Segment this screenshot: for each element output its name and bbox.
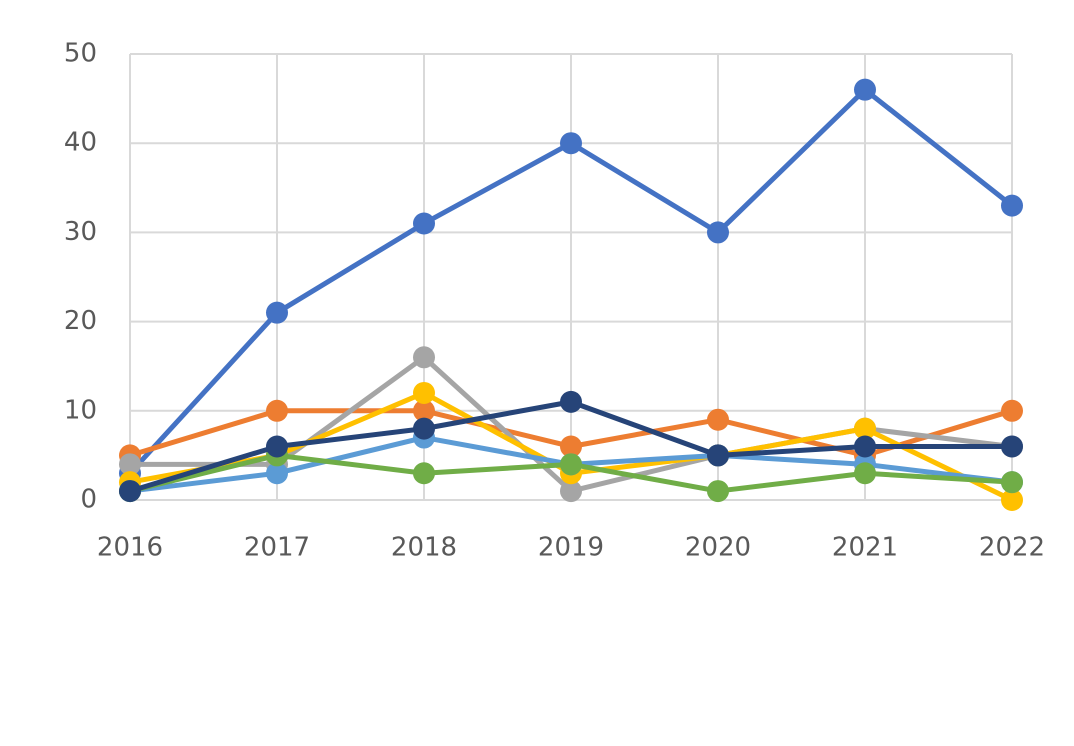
- marker: [266, 301, 288, 324]
- y-tick-label: 20: [64, 306, 97, 336]
- y-tick-label: 40: [64, 128, 97, 158]
- marker: [413, 399, 435, 422]
- marker: [413, 417, 435, 440]
- x-tick-label: 2021: [832, 533, 898, 563]
- marker: [1001, 471, 1023, 494]
- marker: [560, 453, 582, 476]
- y-tick-label: 50: [64, 39, 97, 69]
- x-tick-label: 2022: [979, 533, 1045, 563]
- marker: [413, 346, 435, 369]
- marker: [707, 480, 729, 503]
- x-tick-label: 2019: [538, 533, 604, 563]
- marker: [707, 408, 729, 431]
- marker: [854, 78, 876, 101]
- marker: [707, 444, 729, 467]
- marker: [560, 480, 582, 503]
- y-tick-label: 10: [64, 395, 97, 425]
- marker: [854, 462, 876, 485]
- marker: [119, 453, 141, 476]
- x-tick-label: 2016: [97, 533, 163, 563]
- marker: [119, 480, 141, 503]
- marker: [413, 212, 435, 235]
- marker: [1001, 435, 1023, 458]
- marker: [266, 462, 288, 485]
- marker: [560, 435, 582, 458]
- marker: [560, 132, 582, 155]
- marker: [1001, 399, 1023, 422]
- marker: [1001, 194, 1023, 217]
- marker: [854, 435, 876, 458]
- marker: [1001, 489, 1023, 511]
- marker: [266, 399, 288, 422]
- x-tick-label: 2017: [244, 533, 310, 563]
- marker: [854, 417, 876, 440]
- x-tick-label: 2018: [391, 533, 457, 563]
- y-tick-label: 30: [64, 217, 97, 247]
- marker: [707, 221, 729, 244]
- y-tick-label: 0: [80, 485, 97, 515]
- x-tick-label: 2020: [685, 533, 751, 563]
- marker: [413, 381, 435, 404]
- marker: [266, 435, 288, 458]
- marker: [560, 390, 582, 413]
- marker: [413, 462, 435, 485]
